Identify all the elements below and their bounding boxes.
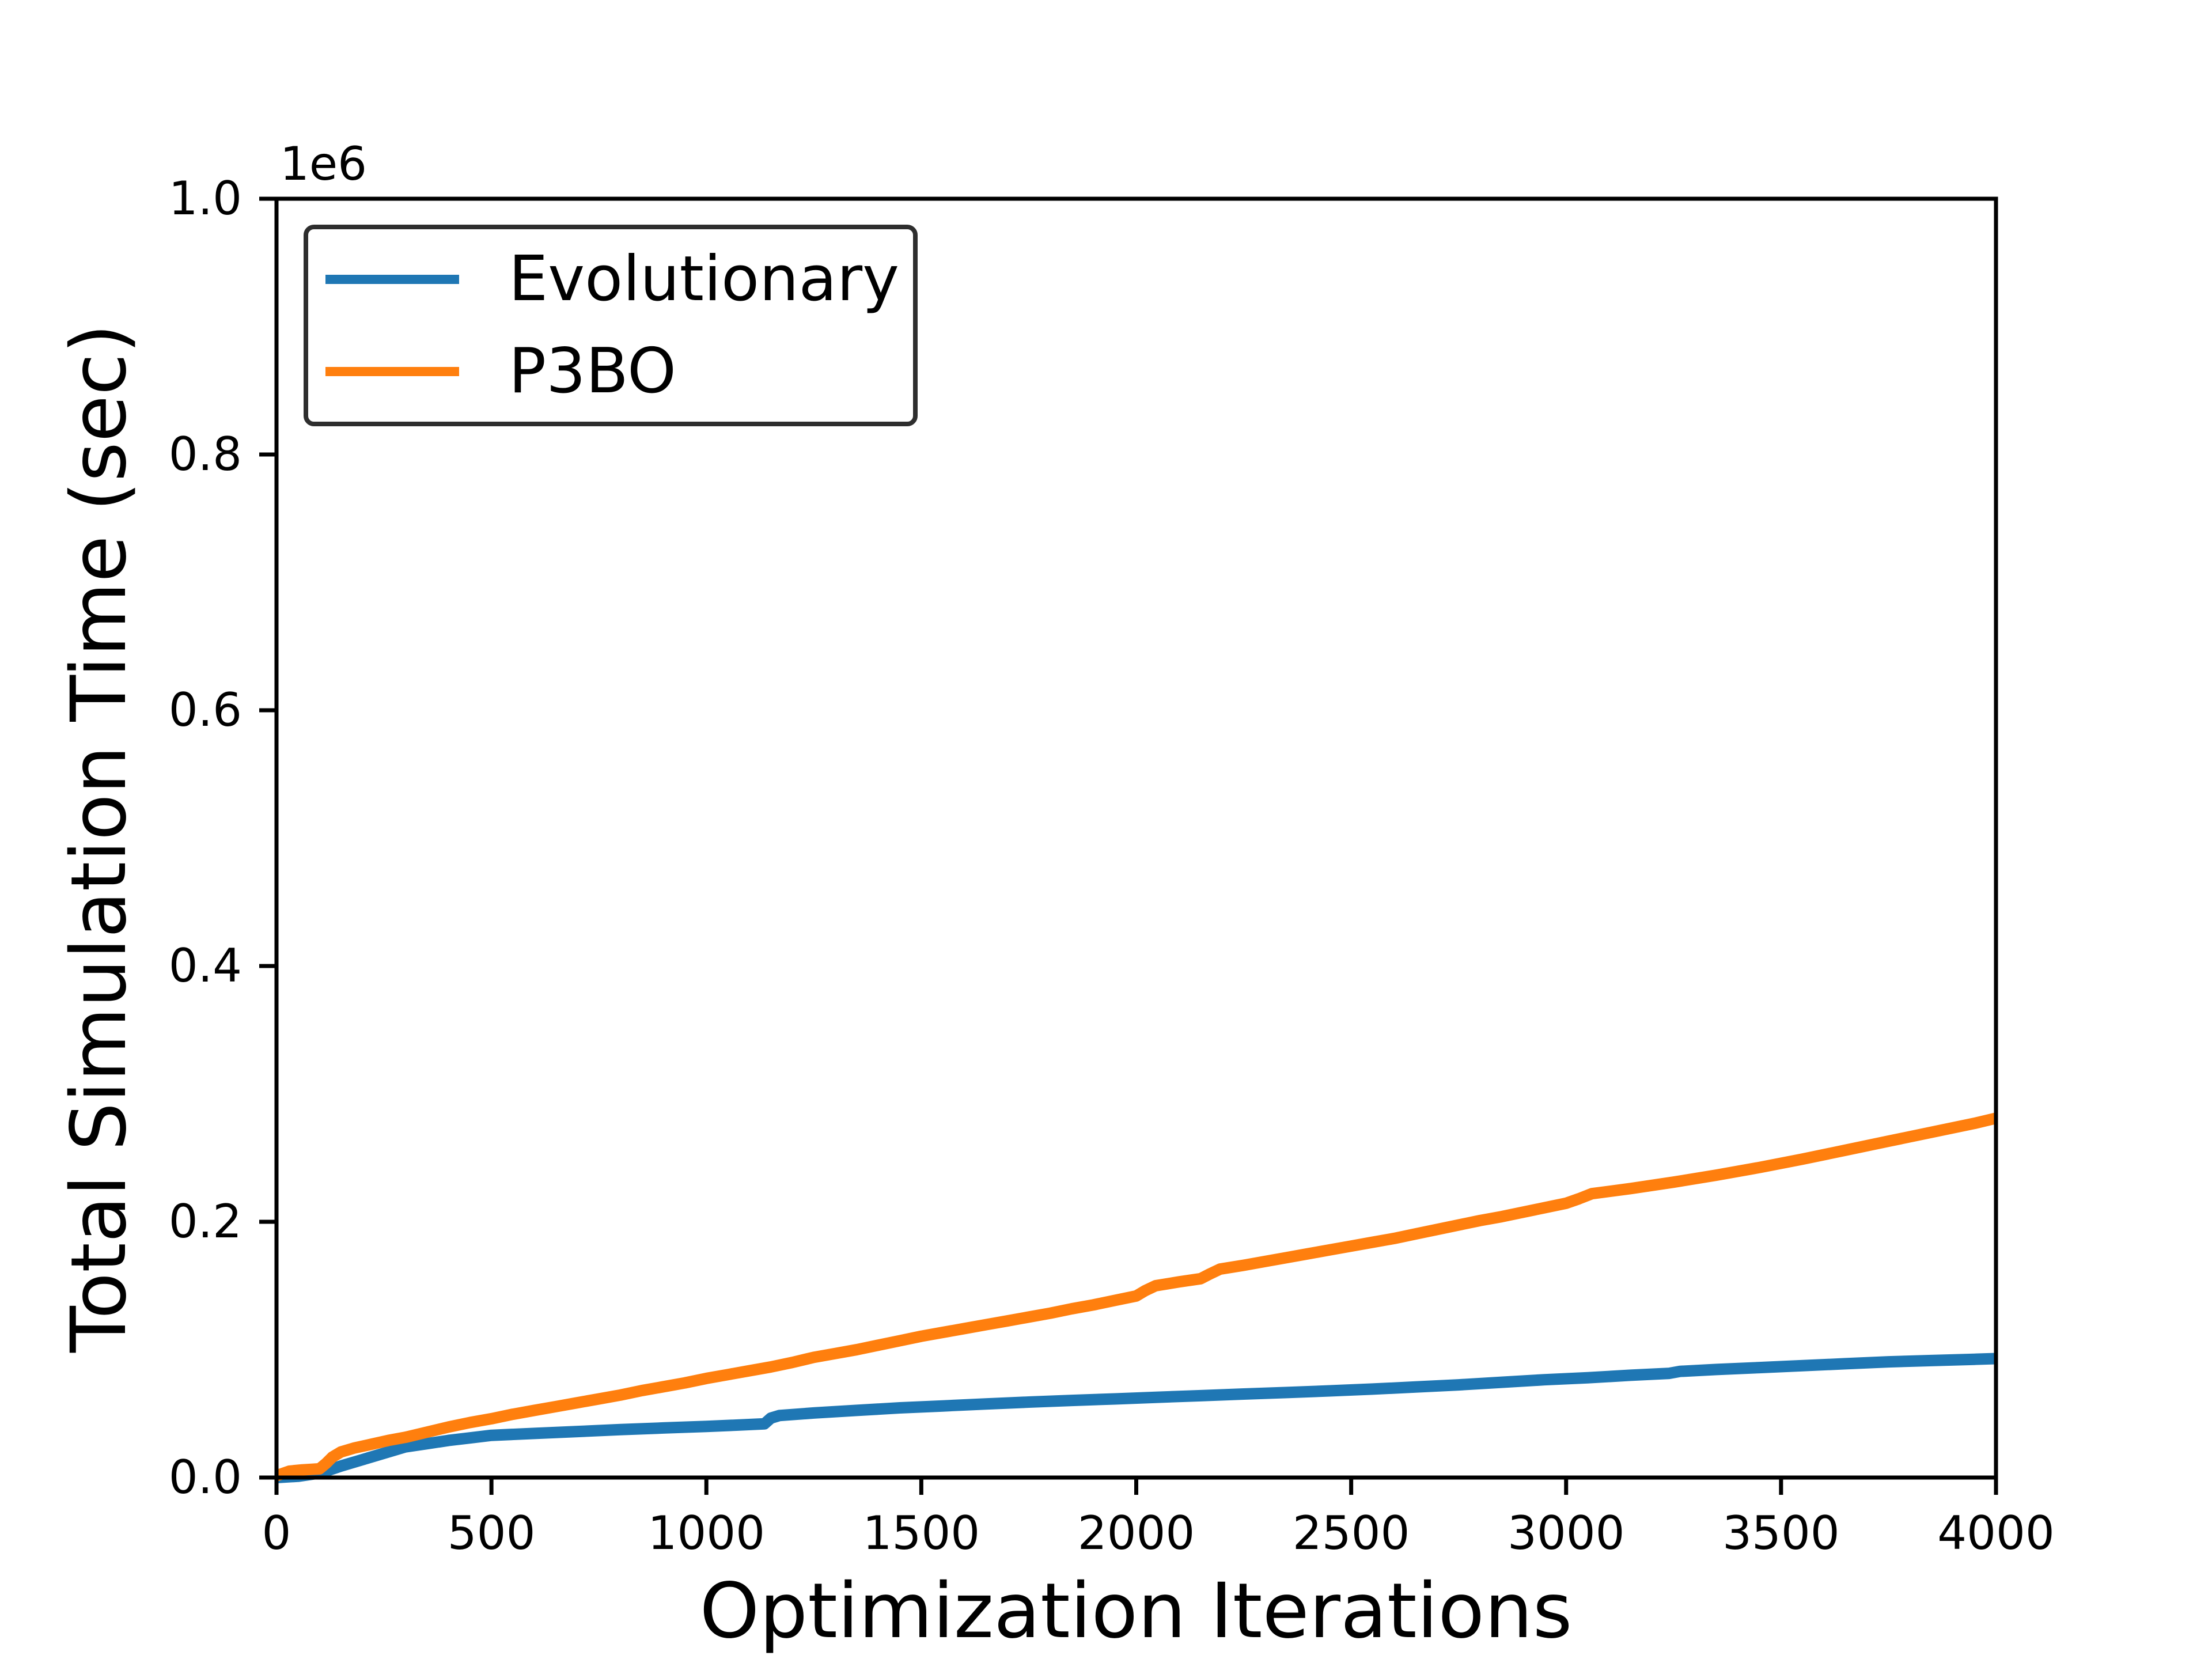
legend-line-sample-p3bo: [325, 367, 459, 376]
x-tick-label: 500: [447, 1506, 536, 1560]
x-tick-label: 2500: [1292, 1506, 1410, 1560]
y-tick-label: 0.0: [168, 1450, 242, 1504]
y-axis-offset-label: 1e6: [280, 137, 368, 191]
legend-entry-evolutionary: Evolutionary: [325, 244, 913, 315]
x-tick-label: 4000: [1937, 1506, 2055, 1560]
y-tick-label: 0.4: [168, 939, 242, 993]
legend-label-evolutionary: Evolutionary: [509, 243, 900, 315]
x-tick-label: 2000: [1077, 1506, 1195, 1560]
x-tick-label: 1500: [862, 1506, 980, 1560]
y-tick-label: 1.0: [168, 172, 242, 225]
legend-label-p3bo: P3BO: [509, 335, 677, 407]
y-tick-label: 0.8: [168, 427, 242, 481]
y-tick-label: 0.2: [168, 1195, 242, 1248]
x-tick-label: 3500: [1722, 1506, 1840, 1560]
legend-line-sample-evolutionary: [325, 275, 459, 284]
x-tick-label: 3000: [1507, 1506, 1625, 1560]
legend: Evolutionary P3BO: [304, 225, 918, 426]
y-axis-title: Total Simulation Time (sec): [55, 324, 143, 1353]
series-line-p3bo: [274, 1112, 1998, 1482]
legend-entry-p3bo: P3BO: [325, 336, 913, 407]
series-line-evolutionary: [276, 1353, 1997, 1483]
y-tick-label: 0.6: [168, 683, 242, 737]
x-tick-label: 0: [262, 1506, 291, 1560]
x-axis-title: Optimization Iterations: [699, 1567, 1573, 1656]
x-tick-label: 1000: [647, 1506, 766, 1560]
